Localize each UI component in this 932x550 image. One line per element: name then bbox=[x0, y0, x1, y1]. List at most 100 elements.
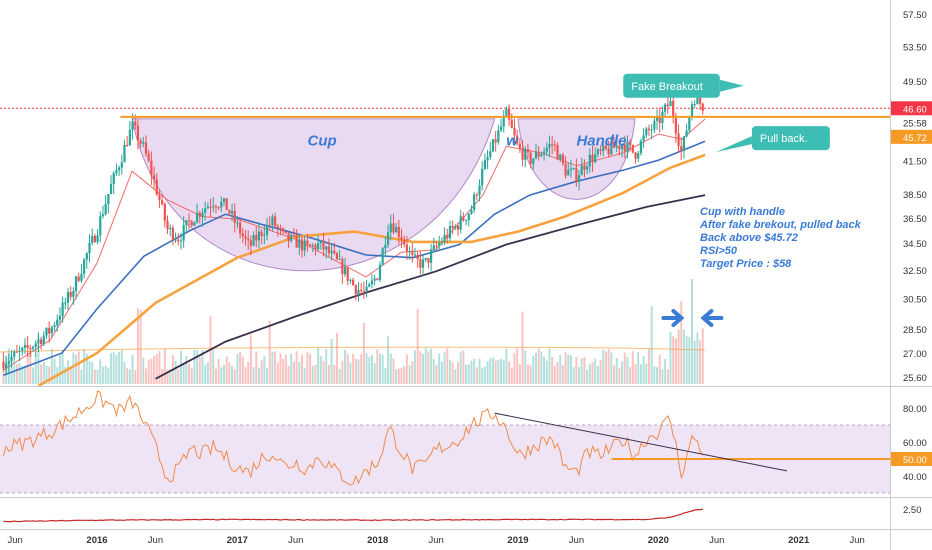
candle-body bbox=[688, 116, 691, 131]
volume-bar bbox=[578, 367, 581, 384]
volume-bar bbox=[284, 354, 287, 384]
callout-box bbox=[751, 126, 830, 151]
candle-body bbox=[201, 212, 204, 217]
volume-bar bbox=[166, 369, 169, 384]
candle-body bbox=[489, 151, 492, 158]
volume-bar bbox=[126, 368, 129, 384]
volume-bar bbox=[400, 367, 403, 384]
volume-bar bbox=[446, 348, 449, 384]
volume-bar bbox=[674, 338, 677, 384]
volume-bar bbox=[572, 367, 575, 384]
volume-bar bbox=[50, 348, 53, 384]
x-tick-label: Jun bbox=[849, 535, 864, 546]
candle-body bbox=[448, 226, 452, 239]
candle-body bbox=[516, 135, 519, 144]
candle-body bbox=[338, 258, 341, 260]
candle-body bbox=[349, 279, 352, 281]
annotations: Cup w Handle Fake Breakout Pull back. bbox=[308, 73, 830, 327]
volume-bar bbox=[182, 362, 185, 384]
candle-body bbox=[91, 236, 94, 243]
candle-body bbox=[327, 246, 331, 254]
candle-body bbox=[136, 125, 140, 141]
candle-body bbox=[7, 361, 10, 365]
volume-bar bbox=[45, 365, 48, 384]
candle-body bbox=[185, 220, 188, 225]
candle-body bbox=[564, 163, 567, 176]
x-tick-label: Jun bbox=[148, 535, 163, 546]
volume-bar bbox=[556, 361, 559, 384]
candle-body bbox=[405, 244, 409, 252]
candle-body bbox=[233, 211, 236, 223]
volume-bar bbox=[198, 356, 201, 384]
volume-bar bbox=[80, 369, 83, 384]
candle-body bbox=[53, 325, 56, 328]
candle-body bbox=[615, 145, 618, 148]
candle-body bbox=[534, 151, 538, 159]
candle-body bbox=[303, 240, 306, 251]
y-tick-label: 41.50 bbox=[903, 156, 927, 167]
candle-body bbox=[575, 168, 578, 183]
x-tick-label: 2017 bbox=[227, 535, 248, 546]
volume-bar bbox=[13, 360, 16, 384]
candle-body bbox=[378, 264, 382, 280]
volume-bar bbox=[204, 364, 207, 384]
volume-bar bbox=[153, 355, 156, 384]
volume-bar bbox=[677, 329, 680, 384]
volume-bar bbox=[443, 352, 446, 384]
candle-body bbox=[540, 154, 543, 157]
volume-bar bbox=[658, 354, 661, 384]
moving-average-line bbox=[3, 118, 706, 371]
candle-body bbox=[34, 343, 37, 347]
candle-body bbox=[672, 100, 675, 118]
candle-body bbox=[171, 227, 174, 241]
resistance-tag bbox=[891, 129, 932, 144]
candle-body bbox=[510, 119, 513, 128]
candle-body bbox=[368, 284, 371, 287]
volume-bar bbox=[75, 355, 78, 384]
candle-body bbox=[37, 339, 40, 344]
candle-body bbox=[548, 144, 551, 148]
rsi-panel bbox=[0, 390, 890, 494]
candle-body bbox=[454, 225, 457, 229]
volume-bar bbox=[214, 368, 217, 384]
candle-body bbox=[470, 209, 473, 214]
volume-bar bbox=[136, 308, 139, 384]
volume-bar bbox=[335, 332, 338, 384]
volume-bar bbox=[123, 361, 126, 384]
candle-body bbox=[279, 227, 282, 229]
volume-bar bbox=[2, 369, 5, 384]
pattern-label: Cup bbox=[308, 132, 337, 149]
volume-bar bbox=[266, 368, 269, 384]
candle-body bbox=[669, 100, 672, 107]
volume-bar bbox=[680, 301, 683, 384]
volume-bar bbox=[155, 354, 158, 384]
volume-bar bbox=[567, 354, 570, 384]
current-price-tag bbox=[891, 101, 932, 116]
volume-bar bbox=[228, 362, 231, 384]
pattern-label: Handle bbox=[576, 132, 626, 149]
candle-body bbox=[362, 290, 365, 292]
volume-bar bbox=[88, 361, 91, 384]
volume-bar bbox=[303, 367, 306, 384]
volume-bar bbox=[408, 365, 411, 384]
candle-body bbox=[435, 245, 438, 247]
volume-bar bbox=[664, 359, 667, 384]
candle-body bbox=[128, 129, 131, 146]
candle-body bbox=[169, 227, 172, 230]
volume-bar bbox=[591, 361, 594, 384]
candle-body bbox=[658, 116, 661, 124]
candle-body bbox=[21, 347, 24, 351]
volume-bar bbox=[596, 365, 599, 384]
indicator-tick-label: 2.50 bbox=[903, 505, 922, 516]
candle-body bbox=[139, 140, 142, 144]
candle-body bbox=[74, 276, 78, 292]
candle-body bbox=[690, 104, 694, 117]
volume-bar bbox=[653, 366, 656, 384]
candle-body bbox=[376, 278, 379, 280]
candle-body bbox=[411, 251, 414, 255]
current-price-label: 46.60 bbox=[903, 104, 927, 115]
candle-body bbox=[214, 206, 218, 208]
candle-body bbox=[330, 250, 333, 254]
